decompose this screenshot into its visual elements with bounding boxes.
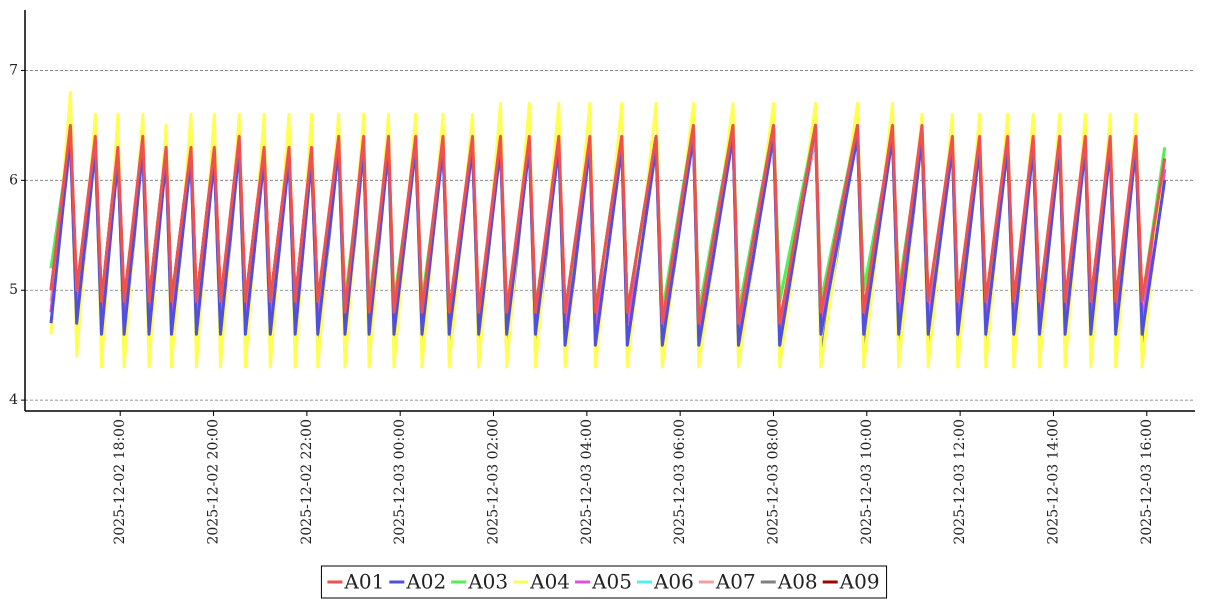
y-tick-label: 4: [9, 392, 18, 408]
x-tick-label: 2025-12-03 16:00: [1139, 419, 1155, 545]
plot-lines: [49, 90, 1167, 369]
y-tick-label: 7: [9, 62, 18, 78]
x-tick-label: 2025-12-03 00:00: [392, 419, 408, 545]
legend-label: A04: [529, 570, 570, 594]
y-tick-label: 6: [9, 172, 18, 188]
x-tick-label: 2025-12-02 18:00: [112, 419, 128, 545]
series-line: [49, 123, 1167, 347]
x-tick-label: 2025-12-02 22:00: [299, 419, 315, 545]
legend-label: A09: [839, 570, 880, 594]
legend-label: A03: [467, 570, 508, 594]
x-tick-label: 2025-12-03 04:00: [579, 419, 595, 545]
x-tick-label: 2025-12-03 08:00: [765, 419, 781, 545]
legend-label: A07: [715, 570, 756, 594]
x-tick-label: 2025-12-03 12:00: [952, 419, 968, 545]
series-line: [49, 123, 1167, 325]
legend: A01 A02 A03 A04 A05 A06 A07 A08 A09: [320, 565, 888, 599]
legend-box: [320, 565, 888, 599]
legend-label: A05: [591, 570, 632, 594]
axes: 4 5 6 7 2025-12-02 18:00 2025-12-02 20:00 2025…: [9, 10, 1195, 545]
legend-label: A02: [405, 570, 446, 594]
y-tick-label: 5: [9, 282, 18, 298]
x-tick-label: 2025-12-03 06:00: [672, 419, 688, 545]
x-tick-label: 2025-12-02 20:00: [206, 419, 222, 545]
legend-label: A01: [343, 570, 384, 594]
legend-label: A06: [653, 570, 694, 594]
x-tick-label: 2025-12-03 02:00: [486, 419, 502, 545]
x-tick-label: 2025-12-03 14:00: [1045, 419, 1061, 545]
legend-label: A08: [777, 570, 818, 594]
x-tick-label: 2025-12-03 10:00: [859, 419, 875, 545]
